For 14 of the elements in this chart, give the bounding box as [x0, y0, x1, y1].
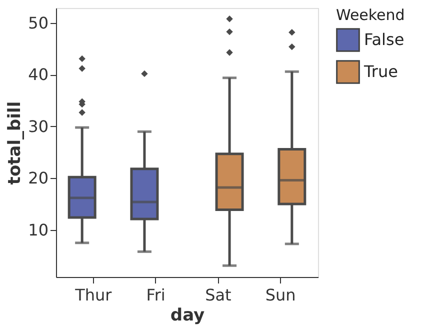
y-tick-label: 50 [28, 14, 48, 32]
x-tick-label: Thur [74, 286, 112, 304]
y-tick-label: 40 [28, 65, 48, 84]
legend-title: Weekend [336, 6, 405, 24]
y-tick-label: 30 [28, 116, 48, 136]
x-tick-label: Fri [146, 286, 166, 304]
x-tick-label: Sat [205, 286, 232, 304]
legend-label: True [363, 62, 398, 81]
y-tick-label: 20 [28, 168, 48, 188]
y-tick-label: 10 [28, 220, 48, 240]
x-tick-label: Sun [265, 286, 296, 304]
y-axis-title: total_bill [5, 101, 26, 185]
legend-label: False [364, 30, 404, 49]
x-axis-title: day [170, 306, 205, 326]
